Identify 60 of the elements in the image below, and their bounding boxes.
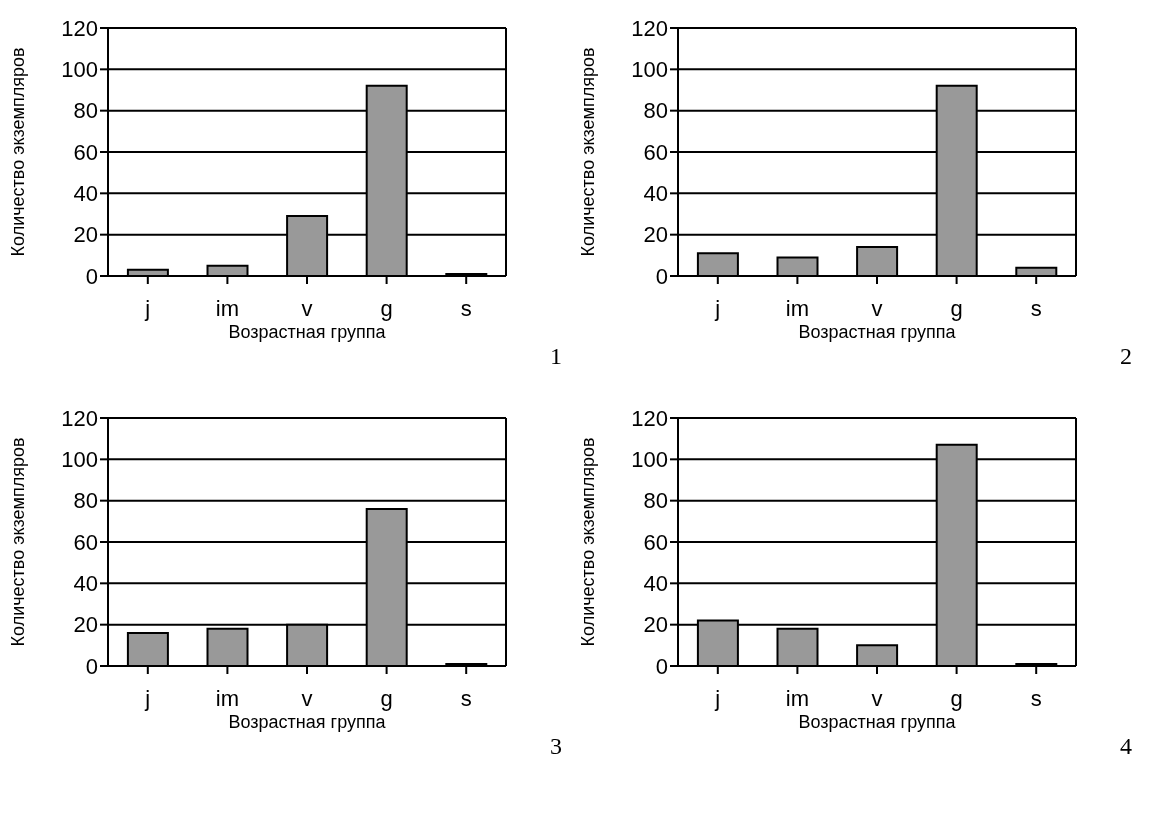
x-tick-label: v <box>301 295 313 321</box>
x-tick-label: g <box>380 295 393 321</box>
x-tick-label: j <box>714 295 721 321</box>
y-tick-label: 120 <box>61 15 98 41</box>
y-tick-label: 20 <box>73 612 98 638</box>
x-tick-label: s <box>460 685 472 711</box>
x-tick-label: g <box>950 295 963 321</box>
x-axis-title: Возрастная группа <box>798 712 957 732</box>
x-tick-label: j <box>144 685 151 711</box>
x-tick-label: im <box>785 685 810 711</box>
x-tick-label: j <box>714 685 721 711</box>
y-tick-label: 40 <box>643 571 668 597</box>
y-tick-label: 60 <box>73 139 98 165</box>
y-tick-label: 40 <box>73 181 98 207</box>
y-tick-label: 80 <box>643 98 668 124</box>
x-tick-label: im <box>215 685 240 711</box>
text: 1 <box>550 343 562 370</box>
y-tick-label: 120 <box>61 405 98 431</box>
x-tick-label: s <box>1030 685 1042 711</box>
x-tick-label: s <box>460 295 472 321</box>
y-tick-label: 20 <box>73 222 98 248</box>
y-tick-label: 20 <box>643 222 668 248</box>
y-tick-label: 0 <box>85 263 98 289</box>
y-tick-label: 100 <box>61 57 98 83</box>
x-axis-title: Возрастная группа <box>228 712 387 732</box>
x-tick-label: v <box>871 295 883 321</box>
y-tick-label: 0 <box>85 653 98 679</box>
x-tick-label: s <box>1030 295 1042 321</box>
text: 4 <box>1120 733 1132 760</box>
x-tick-label: im <box>785 295 810 321</box>
y-axis-title: Количество экземпляров <box>578 47 599 257</box>
x-tick-label: v <box>301 685 313 711</box>
x-axis-title: Возрастная группа <box>798 322 957 342</box>
x-tick-label: j <box>144 295 151 321</box>
y-tick-label: 0 <box>655 653 668 679</box>
y-axis-title: Количество экземпляров <box>8 437 29 647</box>
y-tick-label: 100 <box>61 447 98 473</box>
y-tick-label: 120 <box>631 15 668 41</box>
y-tick-label: 120 <box>631 405 668 431</box>
x-tick-label: v <box>871 685 883 711</box>
y-tick-label: 80 <box>643 488 668 514</box>
y-tick-label: 100 <box>631 447 668 473</box>
y-tick-label: 60 <box>643 139 668 165</box>
y-tick-label: 80 <box>73 488 98 514</box>
x-tick-label: g <box>380 685 393 711</box>
x-tick-label: im <box>215 295 240 321</box>
x-tick-label: g <box>950 685 963 711</box>
y-axis-title: Количество экземпляров <box>8 47 29 257</box>
y-axis-title: Количество экземпляров <box>578 437 599 647</box>
text: 3 <box>550 733 562 760</box>
y-tick-label: 20 <box>643 612 668 638</box>
y-tick-label: 60 <box>73 529 98 555</box>
y-tick-label: 80 <box>73 98 98 124</box>
y-tick-label: 40 <box>643 181 668 207</box>
text: 2 <box>1120 343 1132 370</box>
y-tick-label: 60 <box>643 529 668 555</box>
y-tick-label: 40 <box>73 571 98 597</box>
x-axis-title: Возрастная группа <box>228 322 387 342</box>
y-tick-label: 0 <box>655 263 668 289</box>
y-tick-label: 100 <box>631 57 668 83</box>
